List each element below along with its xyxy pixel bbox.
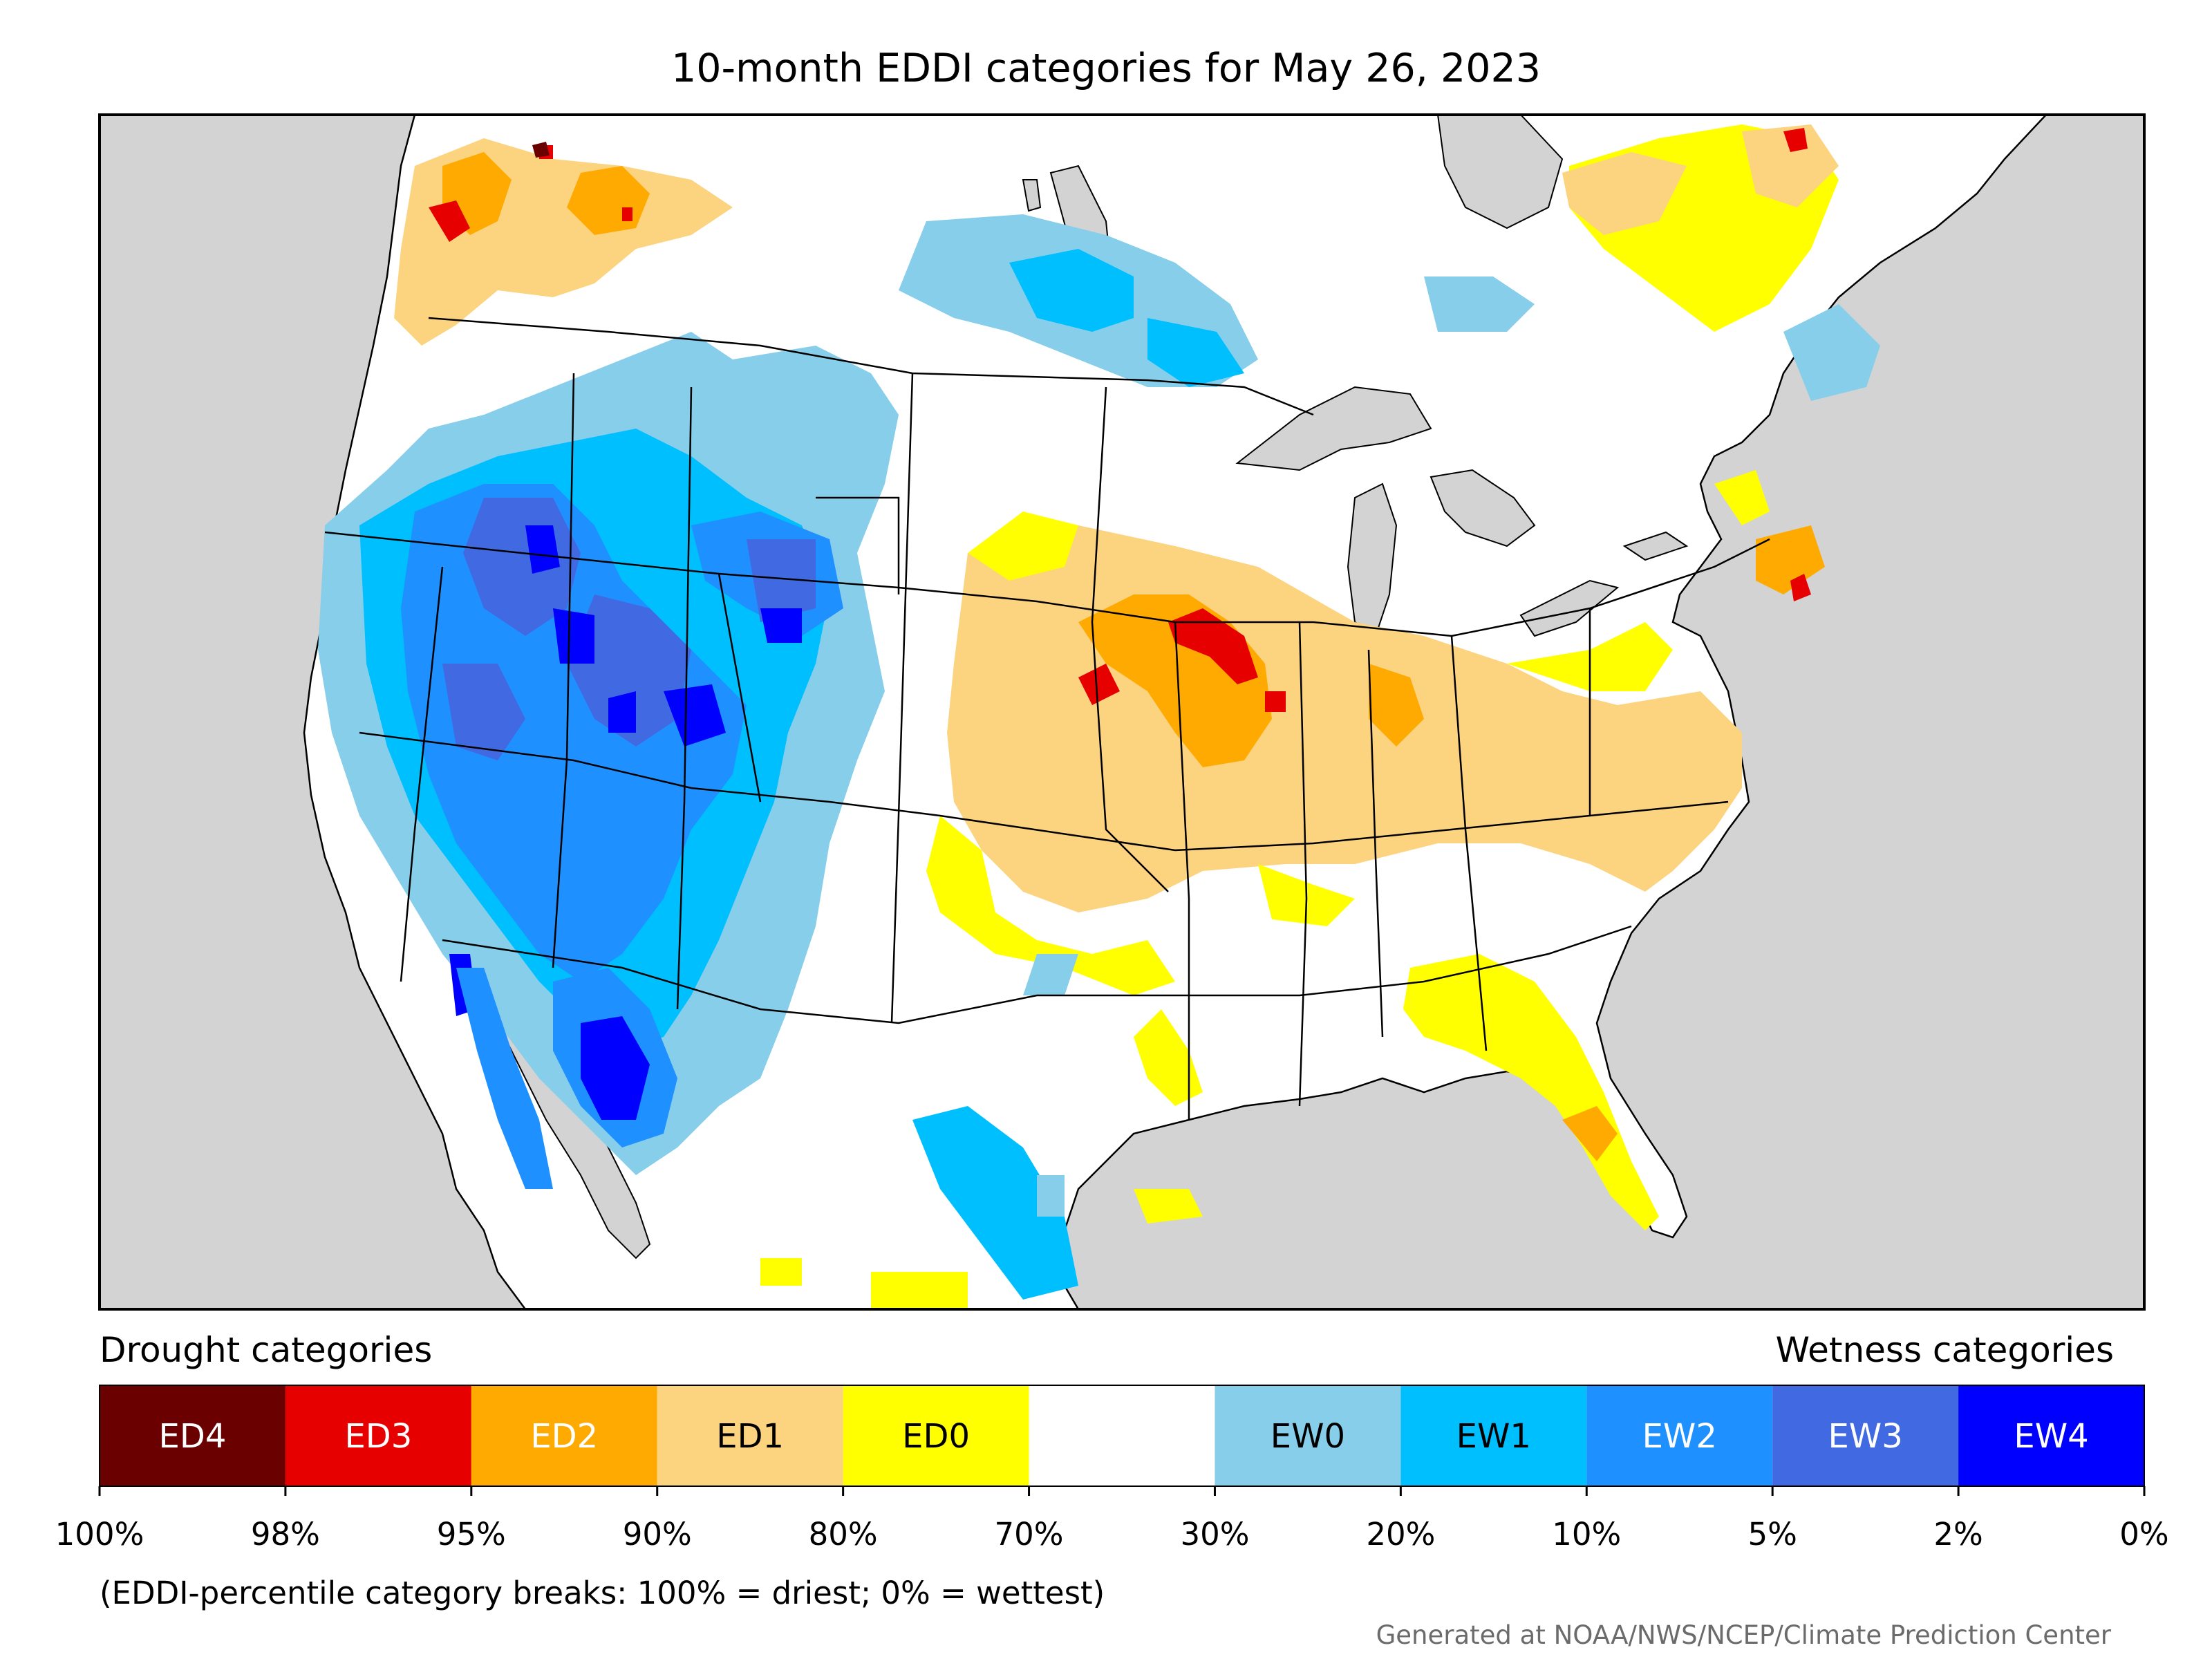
colorbar-swatch-ew1 bbox=[1400, 1385, 1587, 1486]
colorbar-tick-label: 90% bbox=[622, 1516, 692, 1553]
colorbar-tick-label: 98% bbox=[250, 1516, 320, 1553]
credit-line: Generated at NOAA/NWS/NCEP/Climate Predi… bbox=[1376, 1620, 2111, 1650]
colorbar-label-ew4: EW4 bbox=[2014, 1417, 2088, 1456]
colorbar-tick-label: 80% bbox=[808, 1516, 878, 1553]
colorbar-label-ew0: EW0 bbox=[1271, 1417, 1345, 1456]
colorbar-tick-label: 30% bbox=[1180, 1516, 1250, 1553]
colorbar-swatch-ew3 bbox=[1772, 1385, 1959, 1486]
colorbar-tick-label: 100% bbox=[55, 1516, 144, 1553]
wetness-caption: Wetness categories bbox=[1775, 1330, 2114, 1370]
colorbar-swatch-ew0 bbox=[1215, 1385, 1401, 1486]
map-title: 10-month EDDI categories for May 26, 202… bbox=[671, 46, 1541, 91]
hudson-bay bbox=[1436, 115, 1564, 229]
colorbar-tick-label: 20% bbox=[1366, 1516, 1436, 1553]
wetness-patches bbox=[318, 214, 1880, 1300]
colorbar-tick-label: 95% bbox=[436, 1516, 506, 1553]
colorbar-swatch-ed2 bbox=[471, 1385, 657, 1486]
colorbar-swatch-ew4 bbox=[1958, 1385, 2144, 1486]
colorbar-label-ew2: EW2 bbox=[1642, 1417, 1717, 1456]
map-frame bbox=[98, 113, 2146, 1311]
colorbar-label-ew3: EW3 bbox=[1828, 1417, 1902, 1456]
lake-nipigon bbox=[1022, 179, 1042, 212]
colorbar-swatch-ed1 bbox=[657, 1385, 843, 1486]
colorbar-tick-label: 5% bbox=[1747, 1516, 1797, 1553]
drought-patches bbox=[394, 124, 1839, 1309]
colorbar-tick-label: 10% bbox=[1552, 1516, 1622, 1553]
colorbar-swatch-ed4 bbox=[100, 1385, 285, 1486]
colorbar-label-ed4: ED4 bbox=[159, 1417, 227, 1456]
colorbar-frame bbox=[99, 1385, 2145, 1487]
category-note: (EDDI-percentile category breaks: 100% =… bbox=[100, 1575, 1105, 1611]
state-borders bbox=[324, 317, 1770, 1120]
colorbar-swatch-ed0 bbox=[843, 1385, 1029, 1486]
colorbar-swatch-ed3 bbox=[285, 1385, 471, 1486]
colorbar-label-ed0: ED0 bbox=[902, 1417, 970, 1456]
colorbar-label-ed3: ED3 bbox=[344, 1417, 412, 1456]
colorbar-tick-label: 0% bbox=[2119, 1516, 2169, 1553]
colorbar-tick-label: 70% bbox=[994, 1516, 1064, 1553]
colorbar-swatch-neutral bbox=[1029, 1385, 1215, 1486]
colorbar-tick-label: 2% bbox=[1933, 1516, 1983, 1553]
colorbar-swatch-ew2 bbox=[1586, 1385, 1773, 1486]
drought-caption: Drought categories bbox=[100, 1330, 433, 1370]
colorbar-label-ew1: EW1 bbox=[1456, 1417, 1531, 1456]
great-lakes bbox=[1235, 386, 1689, 637]
colorbar-label-ed2: ED2 bbox=[530, 1417, 598, 1456]
colorbar-label-ed1: ED1 bbox=[716, 1417, 784, 1456]
